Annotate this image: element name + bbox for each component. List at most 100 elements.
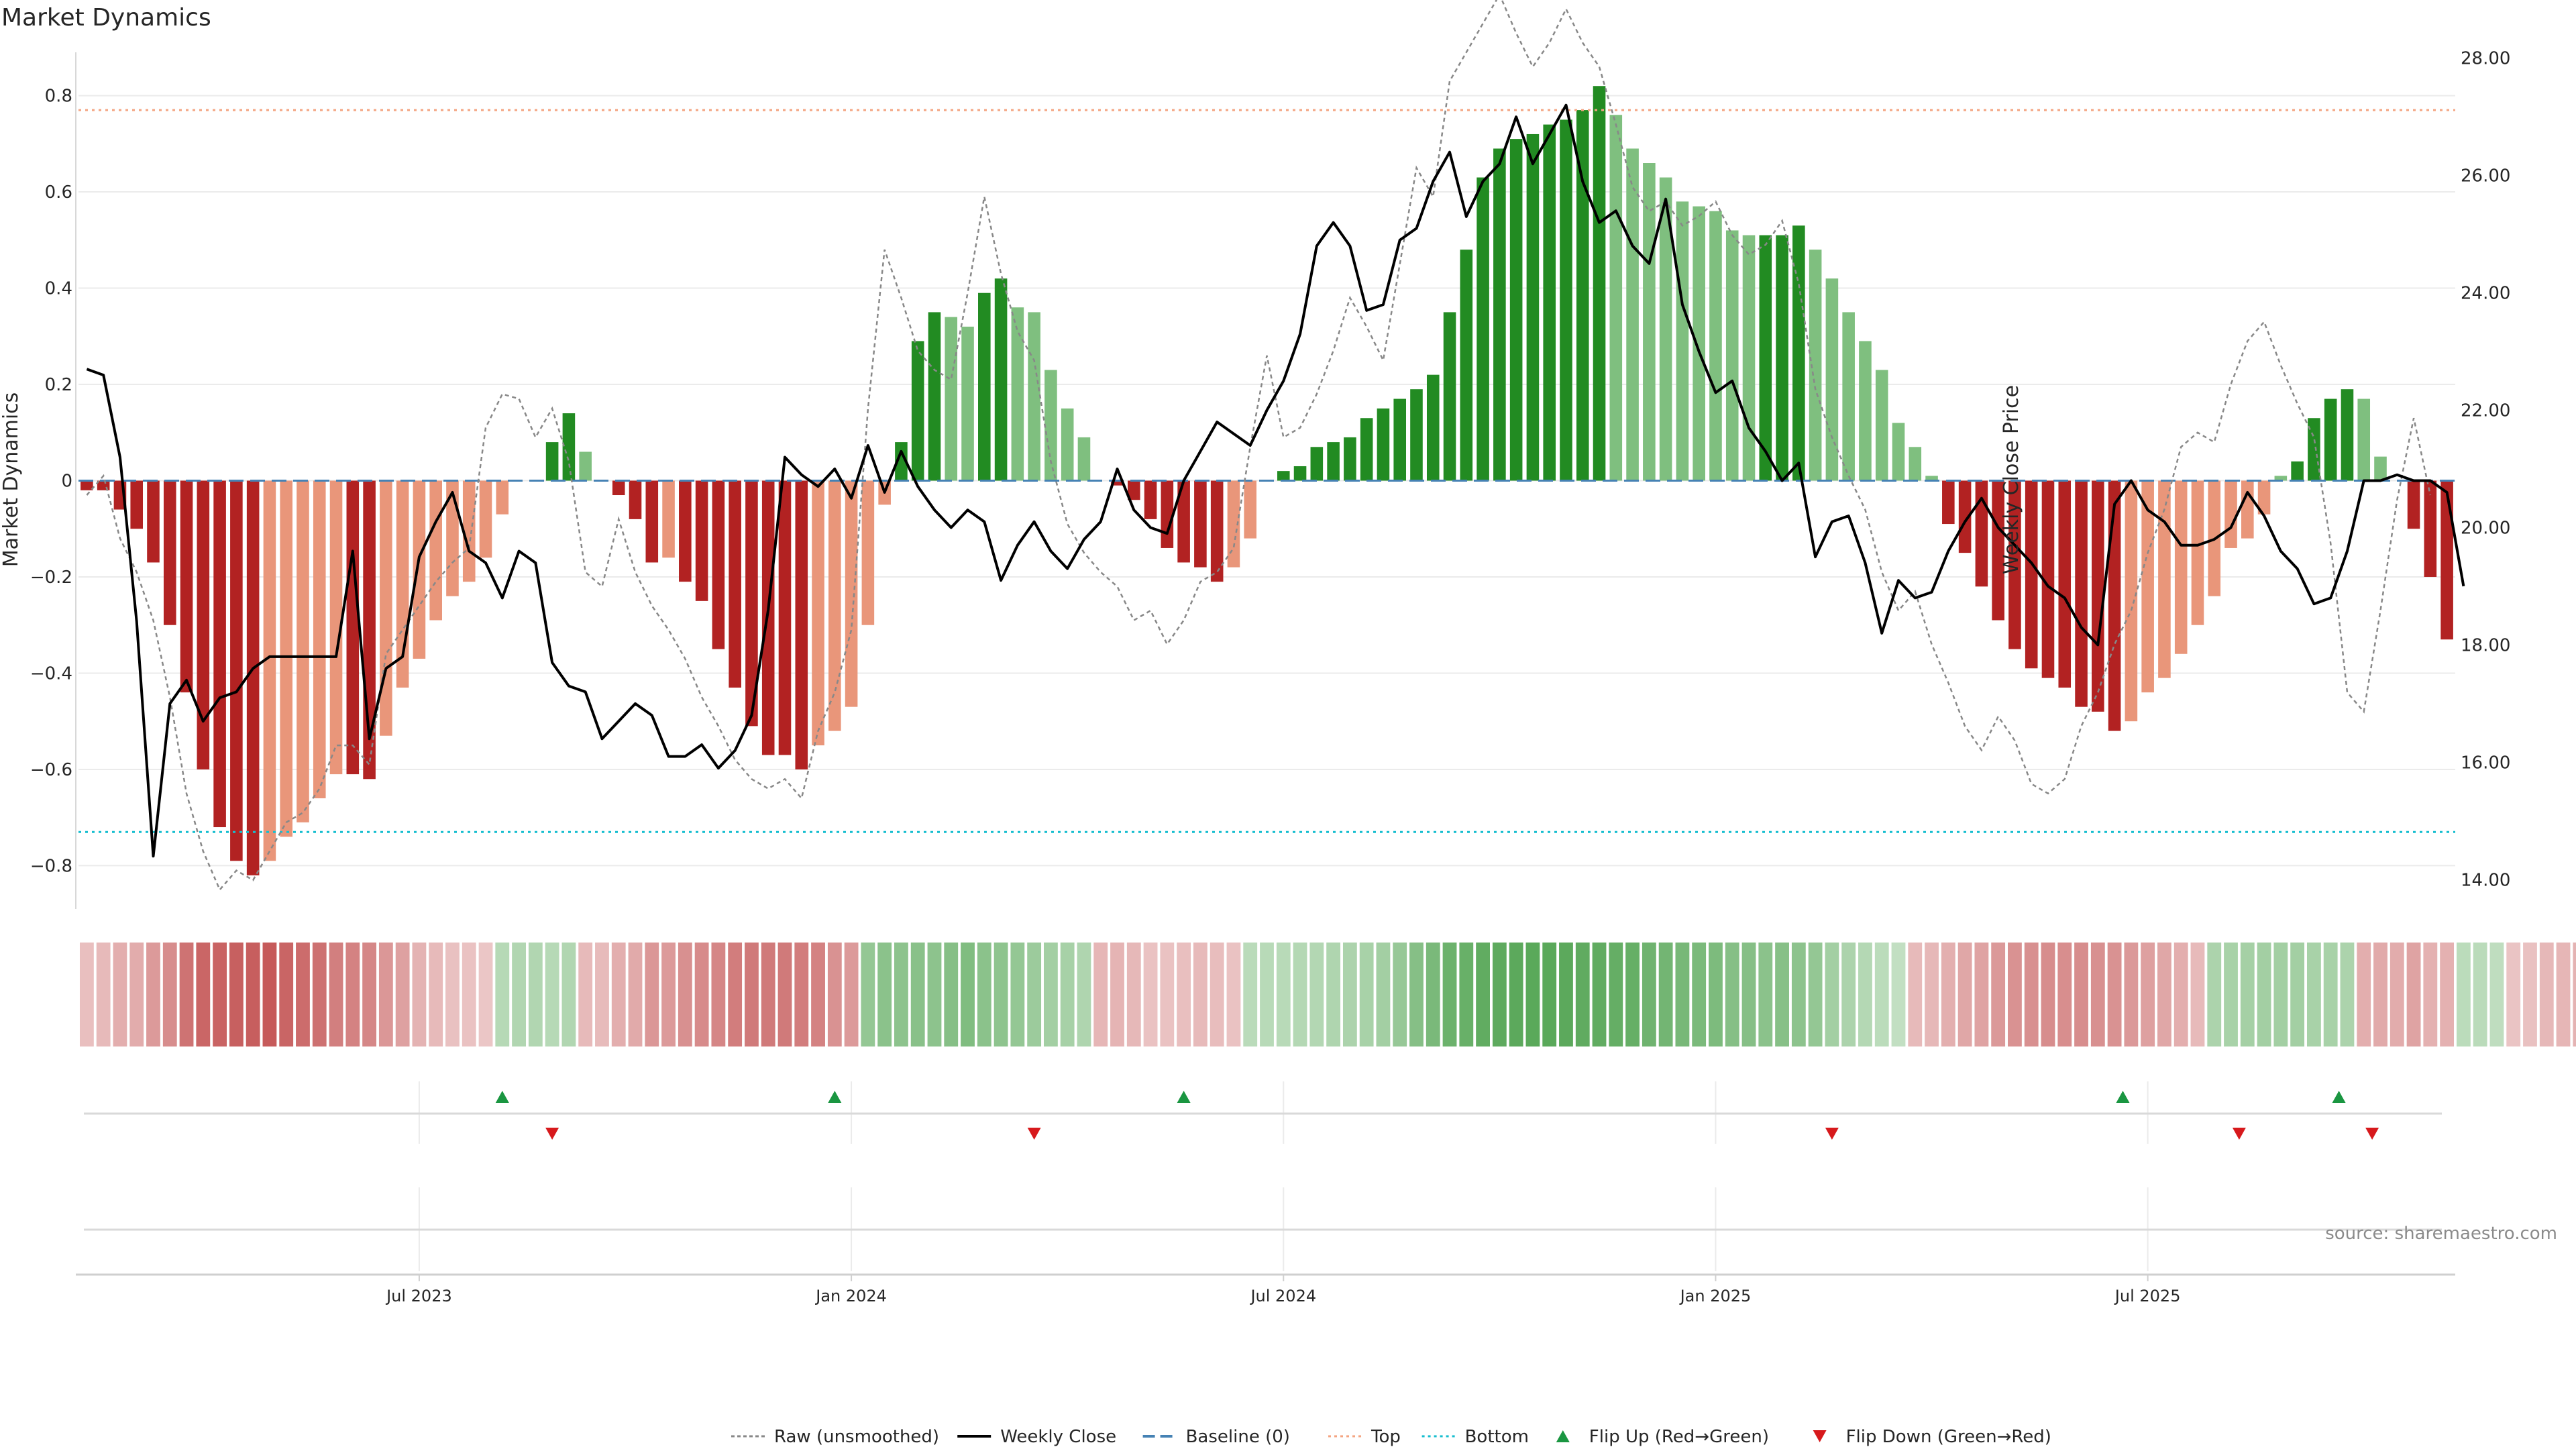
heat-cell [1559, 943, 1573, 1046]
dynamics-bar [1377, 408, 1390, 481]
heat-cell [927, 943, 942, 1046]
dynamics-bar [1859, 341, 1872, 481]
heat-cell [2074, 943, 2088, 1046]
dynamics-bar [1194, 480, 1207, 568]
dynamics-bar [579, 451, 592, 481]
heat-cell [961, 943, 975, 1046]
heat-cell [1509, 943, 1523, 1046]
heat-cell [1143, 943, 1158, 1046]
dynamics-bar [1560, 119, 1572, 481]
dynamics-bar [1227, 480, 1240, 568]
heat-cell [811, 943, 825, 1046]
heat-cell [246, 943, 260, 1046]
heat-cell [2423, 943, 2438, 1046]
dynamics-bar [2241, 480, 2254, 539]
heat-cell [2390, 943, 2404, 1046]
legend-label: Flip Up (Red→Green) [1589, 1427, 1769, 1447]
heat-cell [478, 943, 493, 1046]
dynamics-bar [1942, 480, 1955, 525]
dynamics-bar [1144, 480, 1157, 519]
dynamics-bar [429, 480, 442, 621]
heat-cell [2024, 943, 2039, 1046]
dynamics-bar [413, 480, 426, 659]
dynamics-bar [496, 480, 509, 515]
heat-cell [1658, 943, 1673, 1046]
heat-cell [2489, 943, 2504, 1046]
dynamics-bar [1776, 235, 1788, 481]
dynamics-bar [1825, 278, 1839, 481]
raw-series-line [86, 0, 2432, 892]
dynamics-bar [2440, 480, 2453, 640]
legend-item-flip_up: Flip Up (Red→Green) [1556, 1427, 1769, 1447]
heat-cell [1592, 943, 1607, 1046]
heat-cell [2107, 943, 2122, 1046]
heat-cell [595, 943, 609, 1046]
axes: −0.8 −0.6 −0.4 −0.2 0 0.2 0.4 0.6 0.8 14.00 16.00 1… [30, 49, 2510, 909]
heat-cell [745, 943, 759, 1046]
dynamics-bar [745, 480, 758, 727]
heat-cell [994, 943, 1008, 1046]
dynamics-bar [1011, 307, 1024, 481]
heat-cell [345, 943, 360, 1046]
heat-cell [2290, 943, 2305, 1046]
x-tick-label: Jan 2024 [814, 1287, 887, 1305]
dynamics-bar [263, 480, 276, 861]
dynamics-bar [1460, 250, 1473, 481]
heat-cell [2141, 943, 2155, 1046]
heat-cell [2090, 943, 2105, 1046]
heat-cell [1874, 943, 1889, 1046]
heat-cell [462, 943, 476, 1046]
dynamics-bar [2158, 480, 2171, 678]
heat-cell [1110, 943, 1124, 1046]
heat-cell [1974, 943, 1989, 1046]
dynamics-bar [1310, 447, 1324, 481]
y2-tick-label: 26.00 [2461, 166, 2510, 186]
heat-cell [196, 943, 211, 1046]
heat-cell [1525, 943, 1540, 1046]
heat-cell [1492, 943, 1507, 1046]
dynamics-bar [1426, 374, 1440, 481]
y2-tick-label: 24.00 [2461, 284, 2510, 304]
heat-cell [1642, 943, 1656, 1046]
dynamics-bar [1576, 110, 1589, 481]
dynamics-bar [845, 480, 858, 707]
heat-cell [1193, 943, 1208, 1046]
heat-cell [1393, 943, 1407, 1046]
dynamics-bar [2041, 480, 2055, 678]
dynamics-bar [978, 292, 991, 481]
heat-cell [728, 943, 743, 1046]
dynamics-bar [2424, 480, 2437, 577]
x-tick-label: Jul 2025 [2114, 1287, 2181, 1305]
heat-cell [1991, 943, 2006, 1046]
dynamics-bar [861, 480, 875, 625]
dynamics-bar [1925, 476, 1938, 481]
legend-label: Raw (unsmoothed) [774, 1427, 939, 1447]
heat-cell [79, 943, 94, 1046]
dynamics-bar [828, 480, 841, 731]
dynamics-bar [1111, 480, 1124, 486]
heat-cell [2506, 943, 2521, 1046]
heat-cell [2357, 943, 2371, 1046]
heat-cell [1891, 943, 1906, 1046]
dynamics-bar [1759, 235, 1772, 481]
dynamics-bar [729, 480, 741, 688]
legend-item-raw: Raw (unsmoothed) [731, 1427, 939, 1447]
heat-cell [512, 943, 526, 1046]
flip-up-marker [2332, 1091, 2346, 1103]
lower-panel [84, 1187, 2442, 1271]
heat-cell [910, 943, 925, 1046]
heat-cell [1409, 943, 1424, 1046]
dynamics-bar [163, 480, 176, 625]
heat-cell [1126, 943, 1141, 1046]
heat-cell [2473, 943, 2487, 1046]
heat-cell [2207, 943, 2222, 1046]
dynamics-bar [2108, 480, 2121, 731]
heat-cell [777, 943, 792, 1046]
dynamics-bar [2092, 480, 2104, 712]
heat-cell [1741, 943, 1756, 1046]
heat-cell [2539, 943, 2554, 1046]
weekly-close-line [86, 103, 2465, 858]
heat-cell [495, 943, 510, 1046]
heat-cell [412, 943, 427, 1046]
dynamics-bar [1028, 312, 1040, 481]
